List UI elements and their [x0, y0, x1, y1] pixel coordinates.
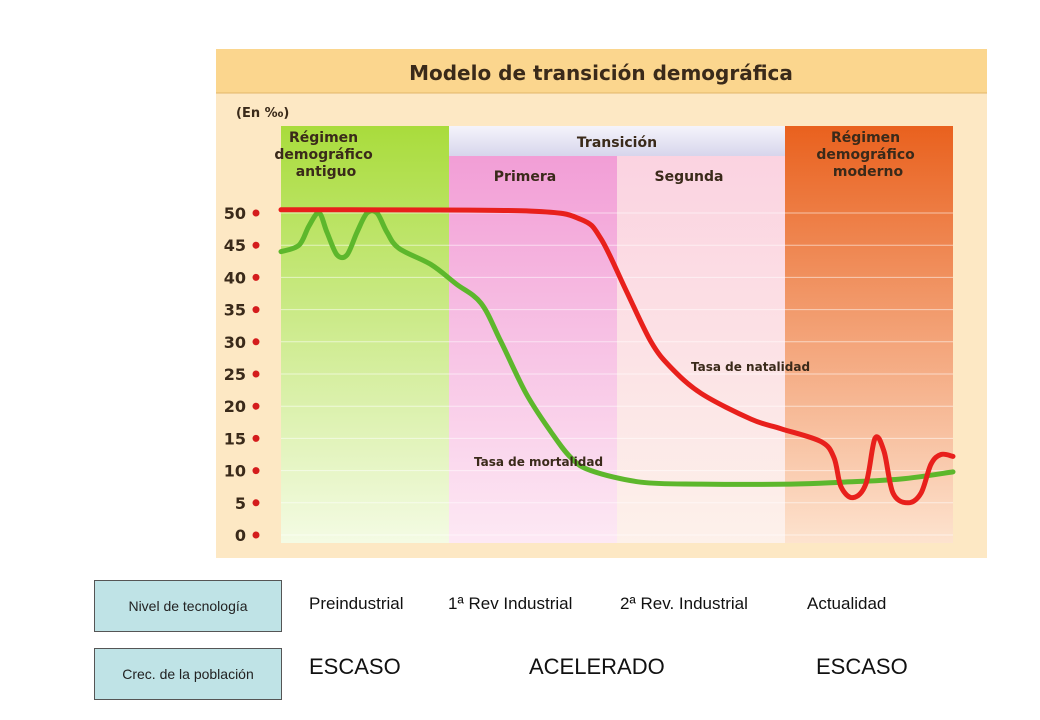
phase-label-antiguo-line3: antiguo: [296, 164, 357, 180]
phase-label-moderno: Régimen demográfico moderno: [816, 130, 919, 180]
title-band: [216, 49, 987, 93]
chart-panel: Modelo de transición demográfica (En ‰) …: [216, 49, 987, 558]
series-label-natalidad: Tasa de natalidad: [691, 360, 810, 374]
tecnologia-preindustrial: Preindustrial: [309, 594, 404, 613]
tecnologia-actualidad: Actualidad: [807, 594, 887, 613]
y-tick-marker: [252, 467, 260, 475]
y-tick-marker: [252, 273, 260, 281]
y-tick-marker: [252, 241, 260, 249]
phase-label-moderno-line3: moderno: [833, 164, 904, 180]
y-tick-label: 0: [235, 526, 246, 545]
y-tick-marker: [252, 370, 260, 378]
y-tick-marker: [252, 338, 260, 346]
poblacion-escaso-2: ESCASO: [816, 654, 908, 679]
y-tick-marker: [252, 209, 260, 217]
series-label-mortalidad: Tasa de mortalidad: [474, 455, 603, 469]
phase-label-moderno-line2: demográfico: [816, 147, 915, 163]
y-tick-marker: [252, 434, 260, 442]
y-tick-label: 35: [224, 301, 246, 320]
y-tick-marker: [252, 306, 260, 314]
y-axis-ticks: 0 5 10 15 20 25 30 35 40 45 50: [224, 204, 260, 545]
chart-title: Modelo de transición demográfica: [409, 61, 793, 85]
y-tick-marker: [252, 499, 260, 507]
poblacion-label: Crec. de la población: [122, 666, 254, 682]
phase-label-segunda: Segunda: [654, 169, 723, 185]
y-tick-label: 50: [224, 204, 246, 223]
poblacion-label-box: Crec. de la población: [94, 648, 282, 700]
phase-label-antiguo-line2: demográfico: [274, 147, 373, 163]
y-tick-label: 45: [224, 236, 246, 255]
y-axis-label: (En ‰): [236, 106, 289, 121]
demographic-transition-chart: Modelo de transición demográfica (En ‰) …: [216, 49, 987, 558]
grid-lines: [281, 212, 953, 536]
poblacion-escaso-1: ESCASO: [309, 654, 401, 679]
phase-label-antiguo: Régimen demográfico antiguo: [274, 130, 377, 180]
series-line-mortalidad: [278, 208, 956, 487]
y-tick-marker: [252, 531, 260, 539]
y-tick-label: 40: [224, 268, 246, 287]
y-tick-label: 25: [224, 365, 246, 384]
phase-label-antiguo-line1: Régimen: [289, 130, 358, 146]
tecnologia-2a-rev: 2ª Rev. Industrial: [620, 594, 748, 613]
y-tick-label: 30: [224, 333, 246, 352]
transition-header: [449, 126, 785, 156]
series-line-natalidad: [278, 207, 956, 506]
tecnologia-1a-rev: 1ª Rev Industrial: [448, 594, 573, 613]
y-tick-label: 10: [224, 462, 246, 481]
phase-label-moderno-line1: Régimen: [831, 130, 900, 146]
phase-segunda-bg: [617, 156, 785, 543]
y-tick-label: 5: [235, 494, 246, 513]
y-tick-marker: [252, 402, 260, 410]
y-tick-label: 20: [224, 397, 246, 416]
tecnologia-label: Nivel de tecnología: [128, 598, 248, 614]
tecnologia-label-box: Nivel de tecnología: [94, 580, 282, 632]
phase-antiguo-bg: [281, 126, 449, 543]
phase-primera-bg: [449, 156, 617, 543]
poblacion-acelerado: ACELERADO: [529, 654, 665, 679]
phase-label-transicion: Transición: [577, 135, 657, 151]
y-tick-label: 15: [224, 429, 246, 448]
phase-label-primera: Primera: [494, 169, 556, 185]
